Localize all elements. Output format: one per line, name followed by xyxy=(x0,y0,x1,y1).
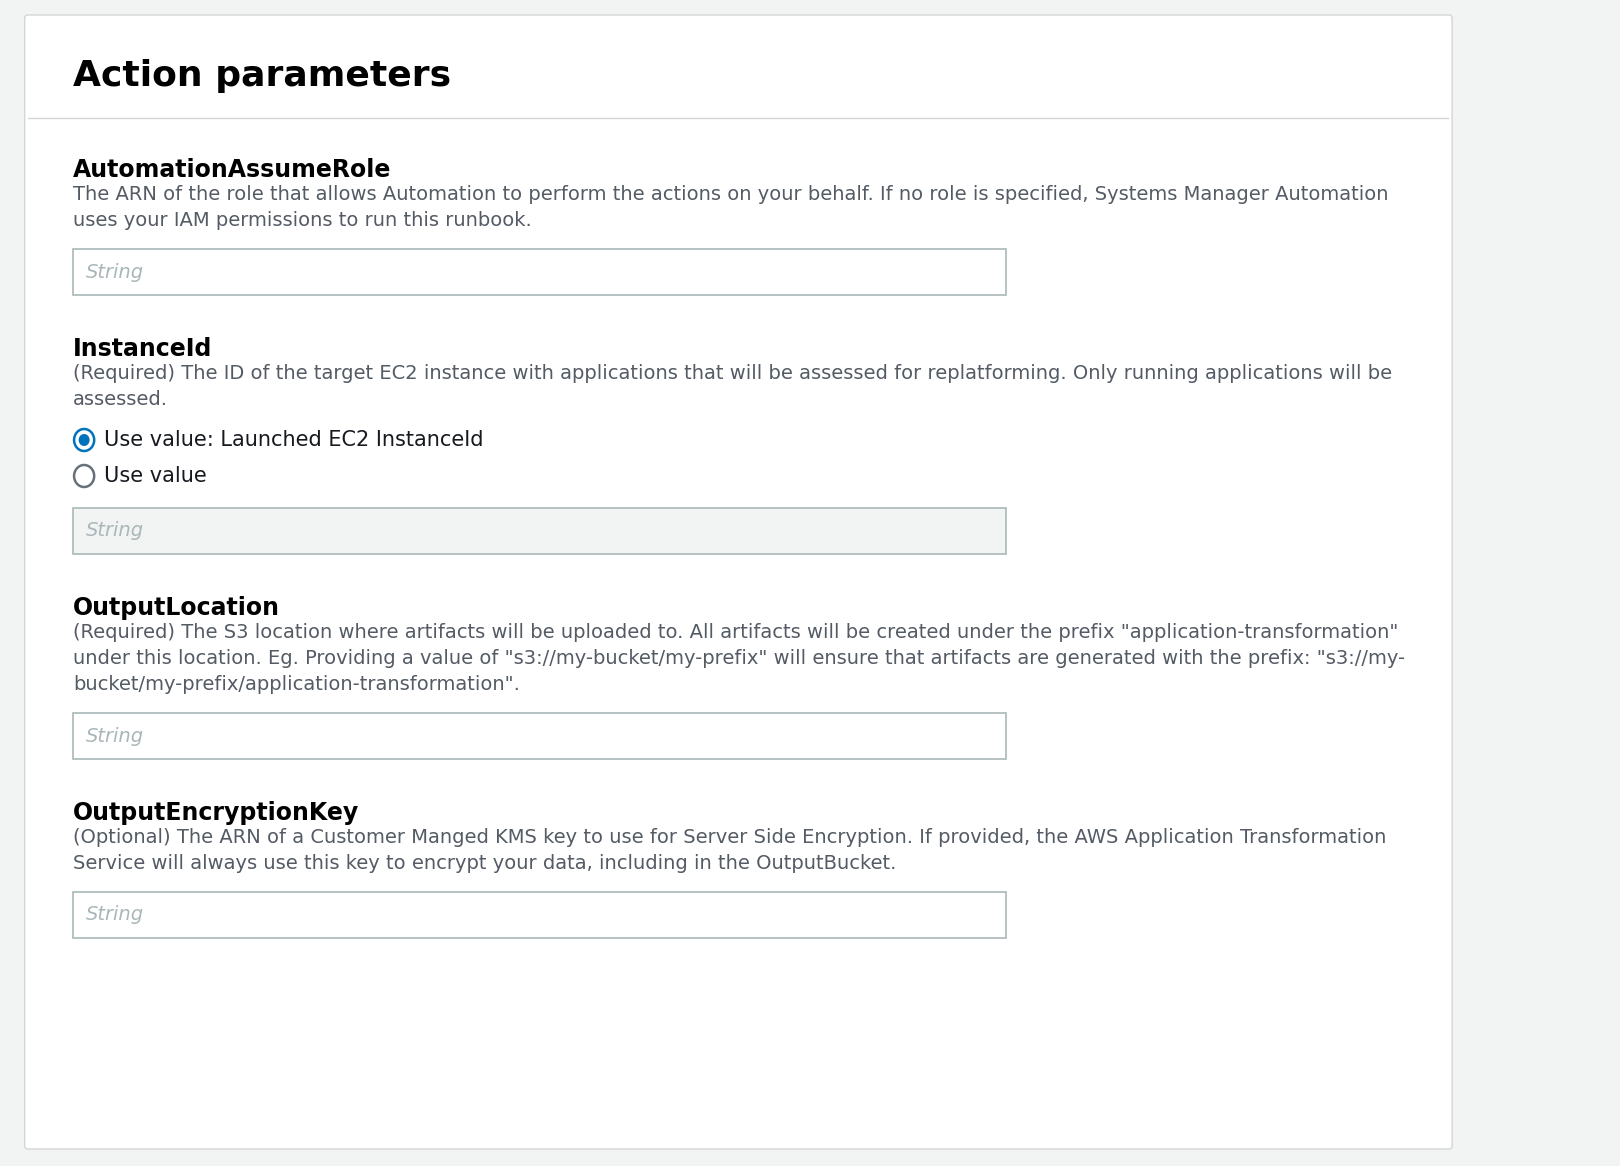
Text: String: String xyxy=(86,726,144,745)
Text: Use value: Use value xyxy=(104,466,207,486)
Text: OutputLocation: OutputLocation xyxy=(73,596,280,620)
Text: Action parameters: Action parameters xyxy=(73,59,452,93)
Text: under this location. Eg. Providing a value of "s3://my-bucket/my-prefix" will en: under this location. Eg. Providing a val… xyxy=(73,649,1405,668)
Circle shape xyxy=(75,429,94,451)
Text: String: String xyxy=(86,262,144,281)
Text: (Required) The ID of the target EC2 instance with applications that will be asse: (Required) The ID of the target EC2 inst… xyxy=(73,364,1392,382)
FancyBboxPatch shape xyxy=(73,508,1006,554)
Circle shape xyxy=(79,434,89,447)
Text: InstanceId: InstanceId xyxy=(73,337,212,361)
Text: (Optional) The ARN of a Customer Manged KMS key to use for Server Side Encryptio: (Optional) The ARN of a Customer Manged … xyxy=(73,828,1387,847)
FancyBboxPatch shape xyxy=(73,892,1006,937)
FancyBboxPatch shape xyxy=(28,17,1450,118)
Text: bucket/my-prefix/application-transformation".: bucket/my-prefix/application-transformat… xyxy=(73,675,520,694)
Text: String: String xyxy=(86,906,144,925)
Text: assessed.: assessed. xyxy=(73,389,168,409)
Text: (Required) The S3 location where artifacts will be uploaded to. All artifacts wi: (Required) The S3 location where artifac… xyxy=(73,623,1398,642)
Text: uses your IAM permissions to run this runbook.: uses your IAM permissions to run this ru… xyxy=(73,211,531,230)
Circle shape xyxy=(75,465,94,487)
FancyBboxPatch shape xyxy=(24,15,1452,1149)
Text: AutomationAssumeRole: AutomationAssumeRole xyxy=(73,159,392,182)
Text: Service will always use this key to encrypt your data, including in the OutputBu: Service will always use this key to encr… xyxy=(73,854,896,873)
Text: The ARN of the role that allows Automation to perform the actions on your behalf: The ARN of the role that allows Automati… xyxy=(73,185,1388,204)
Text: Use value: Launched EC2 InstanceId: Use value: Launched EC2 InstanceId xyxy=(104,430,484,450)
Text: String: String xyxy=(86,521,144,541)
FancyBboxPatch shape xyxy=(73,250,1006,295)
Text: OutputEncryptionKey: OutputEncryptionKey xyxy=(73,801,360,826)
FancyBboxPatch shape xyxy=(73,712,1006,759)
